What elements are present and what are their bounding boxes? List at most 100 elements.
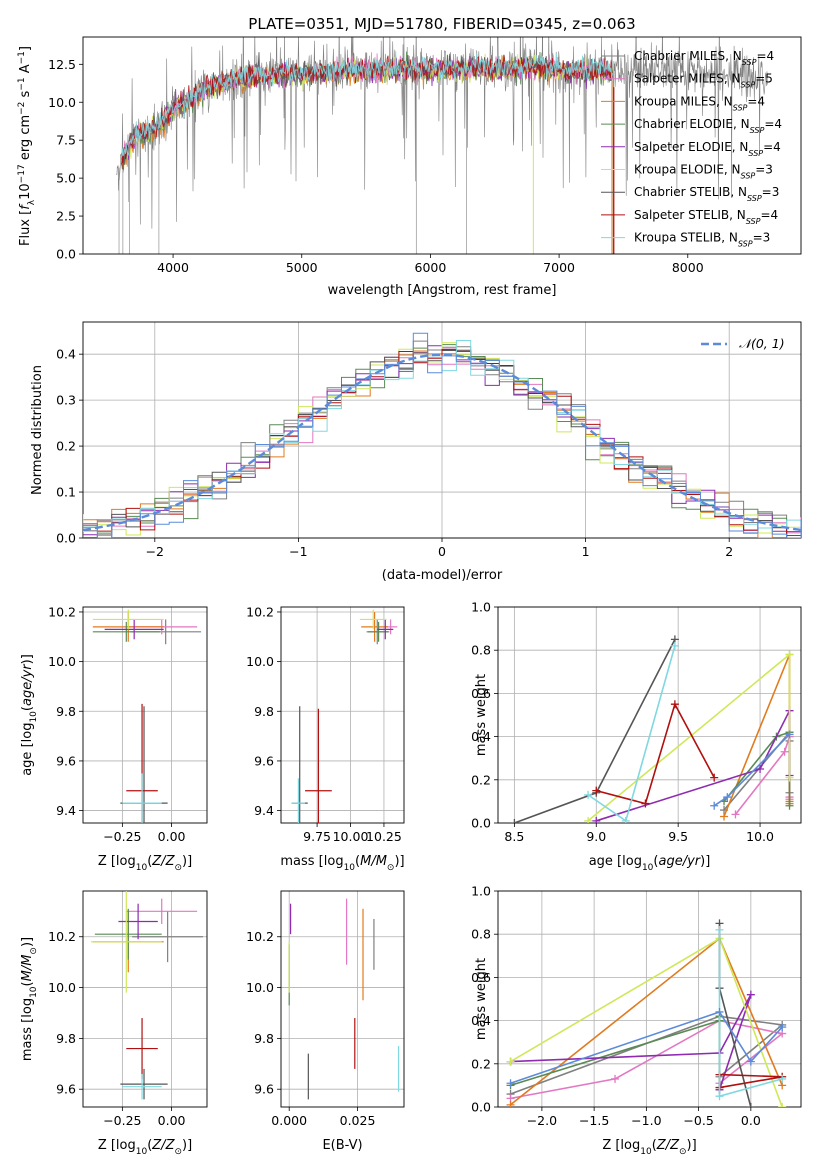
weight-series	[506, 919, 787, 1107]
errorbar-chabrier-elodie	[92, 621, 160, 642]
x-tick-label: 5000	[286, 260, 318, 275]
weight-series-normal-curve	[506, 1007, 787, 1088]
weight-marker	[720, 812, 729, 821]
y-tick-label: 9.6	[254, 1082, 274, 1097]
weight-marker	[506, 1079, 515, 1088]
spectrum-chart: 4000 5000 6000 7000 8000 0.0 2.5 5.0 7.5 10.0 12.5…	[17, 36, 802, 298]
mass-vs-ebv-x-label: E(B-V)	[322, 1138, 362, 1153]
errorbars	[92, 609, 202, 823]
x-tick-label: −0.25	[103, 829, 141, 844]
y-tick-label: 9.6	[254, 753, 274, 768]
mass-vs-Z-chart: −0.25 0.00 9.6 9.8 10.0 10.2 Z [log10(Z/Z⊙)] ma…	[20, 890, 208, 1157]
y-tick-label: 0.2	[471, 772, 491, 787]
weight-marker	[715, 925, 724, 934]
age-vs-mass-x-label: mass [log10(M/M⊙)]	[280, 854, 404, 873]
y-tick-label: 1.0	[471, 600, 491, 615]
y-tick-label: 1.0	[471, 884, 491, 899]
mass-vs-Z-y-label: mass [log10(M/M⊙)]	[20, 937, 39, 1061]
legend-label: Kroupa MILES, NSSP=4	[634, 94, 765, 112]
y-tick-label: 9.8	[56, 704, 76, 719]
y-tick-label: 0.1	[56, 485, 76, 500]
errorbar-kroupa-stelib	[122, 1073, 162, 1100]
x-tick-label: 0.025	[340, 1113, 376, 1128]
y-tick-label: 10.0	[48, 654, 76, 669]
legend-label: Salpeter ELODIE, NSSP=4	[634, 140, 781, 158]
weight-marker	[641, 799, 650, 808]
legend-label: Chabrier STELIB, NSSP=3	[634, 185, 779, 203]
y-tick-label: 10.0	[48, 95, 76, 110]
weight-marker	[785, 650, 794, 659]
x-tick-label: −2.0	[527, 1113, 557, 1128]
x-tick-label: 7000	[543, 260, 575, 275]
legend-label: Kroupa STELIB, NSSP=3	[634, 231, 770, 249]
x-tick-label: 0.00	[158, 1113, 186, 1128]
errorbar-salpeter-elodie	[118, 903, 158, 940]
axes-frame	[82, 890, 208, 1108]
mass-weight-vs-Z-chart: −2.0 −1.5 −1.0 −0.5 0.0 0.0 0.2 0.4 0.6 0.8 1.0 Z […	[471, 884, 802, 1157]
normal-curve-line	[83, 353, 801, 532]
x-tick-label: 6000	[415, 260, 447, 275]
y-tick-label: 10.2	[48, 604, 76, 619]
residual-histograms	[83, 332, 801, 538]
errorbar-salpeter-elodie	[377, 619, 394, 640]
x-tick-label: 0.0	[741, 1113, 761, 1128]
weight-marker	[584, 790, 593, 799]
y-tick-label: 0.3	[56, 393, 76, 408]
y-tick-label: 0.8	[471, 927, 491, 942]
errorbar-chabrier-elodie	[94, 908, 162, 960]
x-tick-label: 0	[438, 544, 446, 559]
weight-series-kroupa-miles	[720, 650, 794, 821]
errorbar-salpeter-miles	[126, 898, 198, 925]
weight-marker	[592, 786, 601, 795]
weight-marker	[611, 1074, 620, 1083]
errorbar-chabrier-stelib	[120, 1068, 168, 1100]
y-tick-label: 0.8	[471, 643, 491, 658]
y-tick-label: 10.0	[246, 654, 274, 669]
axes-frame	[82, 321, 802, 539]
weight-marker	[778, 1074, 787, 1083]
errorbars	[288, 898, 400, 1100]
weight-line	[596, 702, 715, 805]
weight-marker	[670, 641, 679, 650]
x-tick-label: 9.5	[668, 829, 688, 844]
weight-marker	[621, 816, 630, 823]
figure-title: PLATE=0351, MJD=51780, FIBERID=0345, z=0…	[248, 15, 635, 33]
weight-series-salpeter-elodie	[592, 706, 794, 823]
weight-line	[734, 736, 791, 815]
weight-series-salpeter-stelib	[592, 700, 719, 808]
mass-weight-vs-age-chart: 8.5 9.0 9.5 10.0 0.0 0.2 0.4 0.6 0.8 1.0 age [log1…	[471, 600, 802, 873]
axes-frame	[280, 606, 405, 824]
y-tick-label: 10.2	[246, 604, 274, 619]
x-tick-label: 9.0	[586, 829, 606, 844]
y-tick-label: 0.0	[471, 1100, 491, 1115]
age-vs-Z-y-label: age [log10(age/yr)]	[20, 654, 39, 776]
legend-label: Kroupa ELODIE, NSSP=3	[634, 163, 773, 181]
residuals-chart: −2 −1 0 1 2 0.0 0.1 0.2 0.3 0.4 𝒩(0, 1) (data-model…	[30, 321, 802, 583]
legend-label: Chabrier ELODIE, NSSP=4	[634, 117, 782, 135]
errorbar-salpeter-elodie	[104, 619, 164, 640]
legend-label: Salpeter MILES, NSSP=5	[634, 72, 773, 90]
weight-marker	[715, 1092, 724, 1101]
weight-marker	[746, 990, 755, 999]
y-tick-label: 12.5	[48, 57, 76, 72]
weight-marker	[506, 1100, 515, 1107]
weight-marker	[780, 747, 789, 756]
weight-series-kroupa-stelib	[715, 925, 787, 1101]
errorbar-kroupa-elodie	[92, 609, 164, 630]
x-tick-label: −1	[289, 544, 307, 559]
spectrum-legend: Chabrier MILES, NSSP=4 Salpeter MILES, NS…	[601, 49, 782, 248]
x-tick-label: −1.5	[579, 1113, 609, 1128]
y-tick-label: 9.4	[56, 803, 76, 818]
weight-line	[587, 645, 676, 823]
mass-vs-Z-x-label: Z [log10(Z/Z⊙)]	[98, 1138, 192, 1157]
weight-series	[510, 635, 794, 823]
weight-marker	[746, 1103, 755, 1107]
y-tick-label: 5.0	[56, 171, 76, 186]
weight-marker	[710, 773, 719, 782]
x-tick-label: 0.000	[271, 1113, 307, 1128]
errorbar-kroupa-stelib	[291, 778, 306, 823]
weight-marker	[506, 1057, 515, 1066]
x-tick-label: −0.25	[103, 1113, 141, 1128]
y-tick-label: 10.0	[246, 980, 274, 995]
